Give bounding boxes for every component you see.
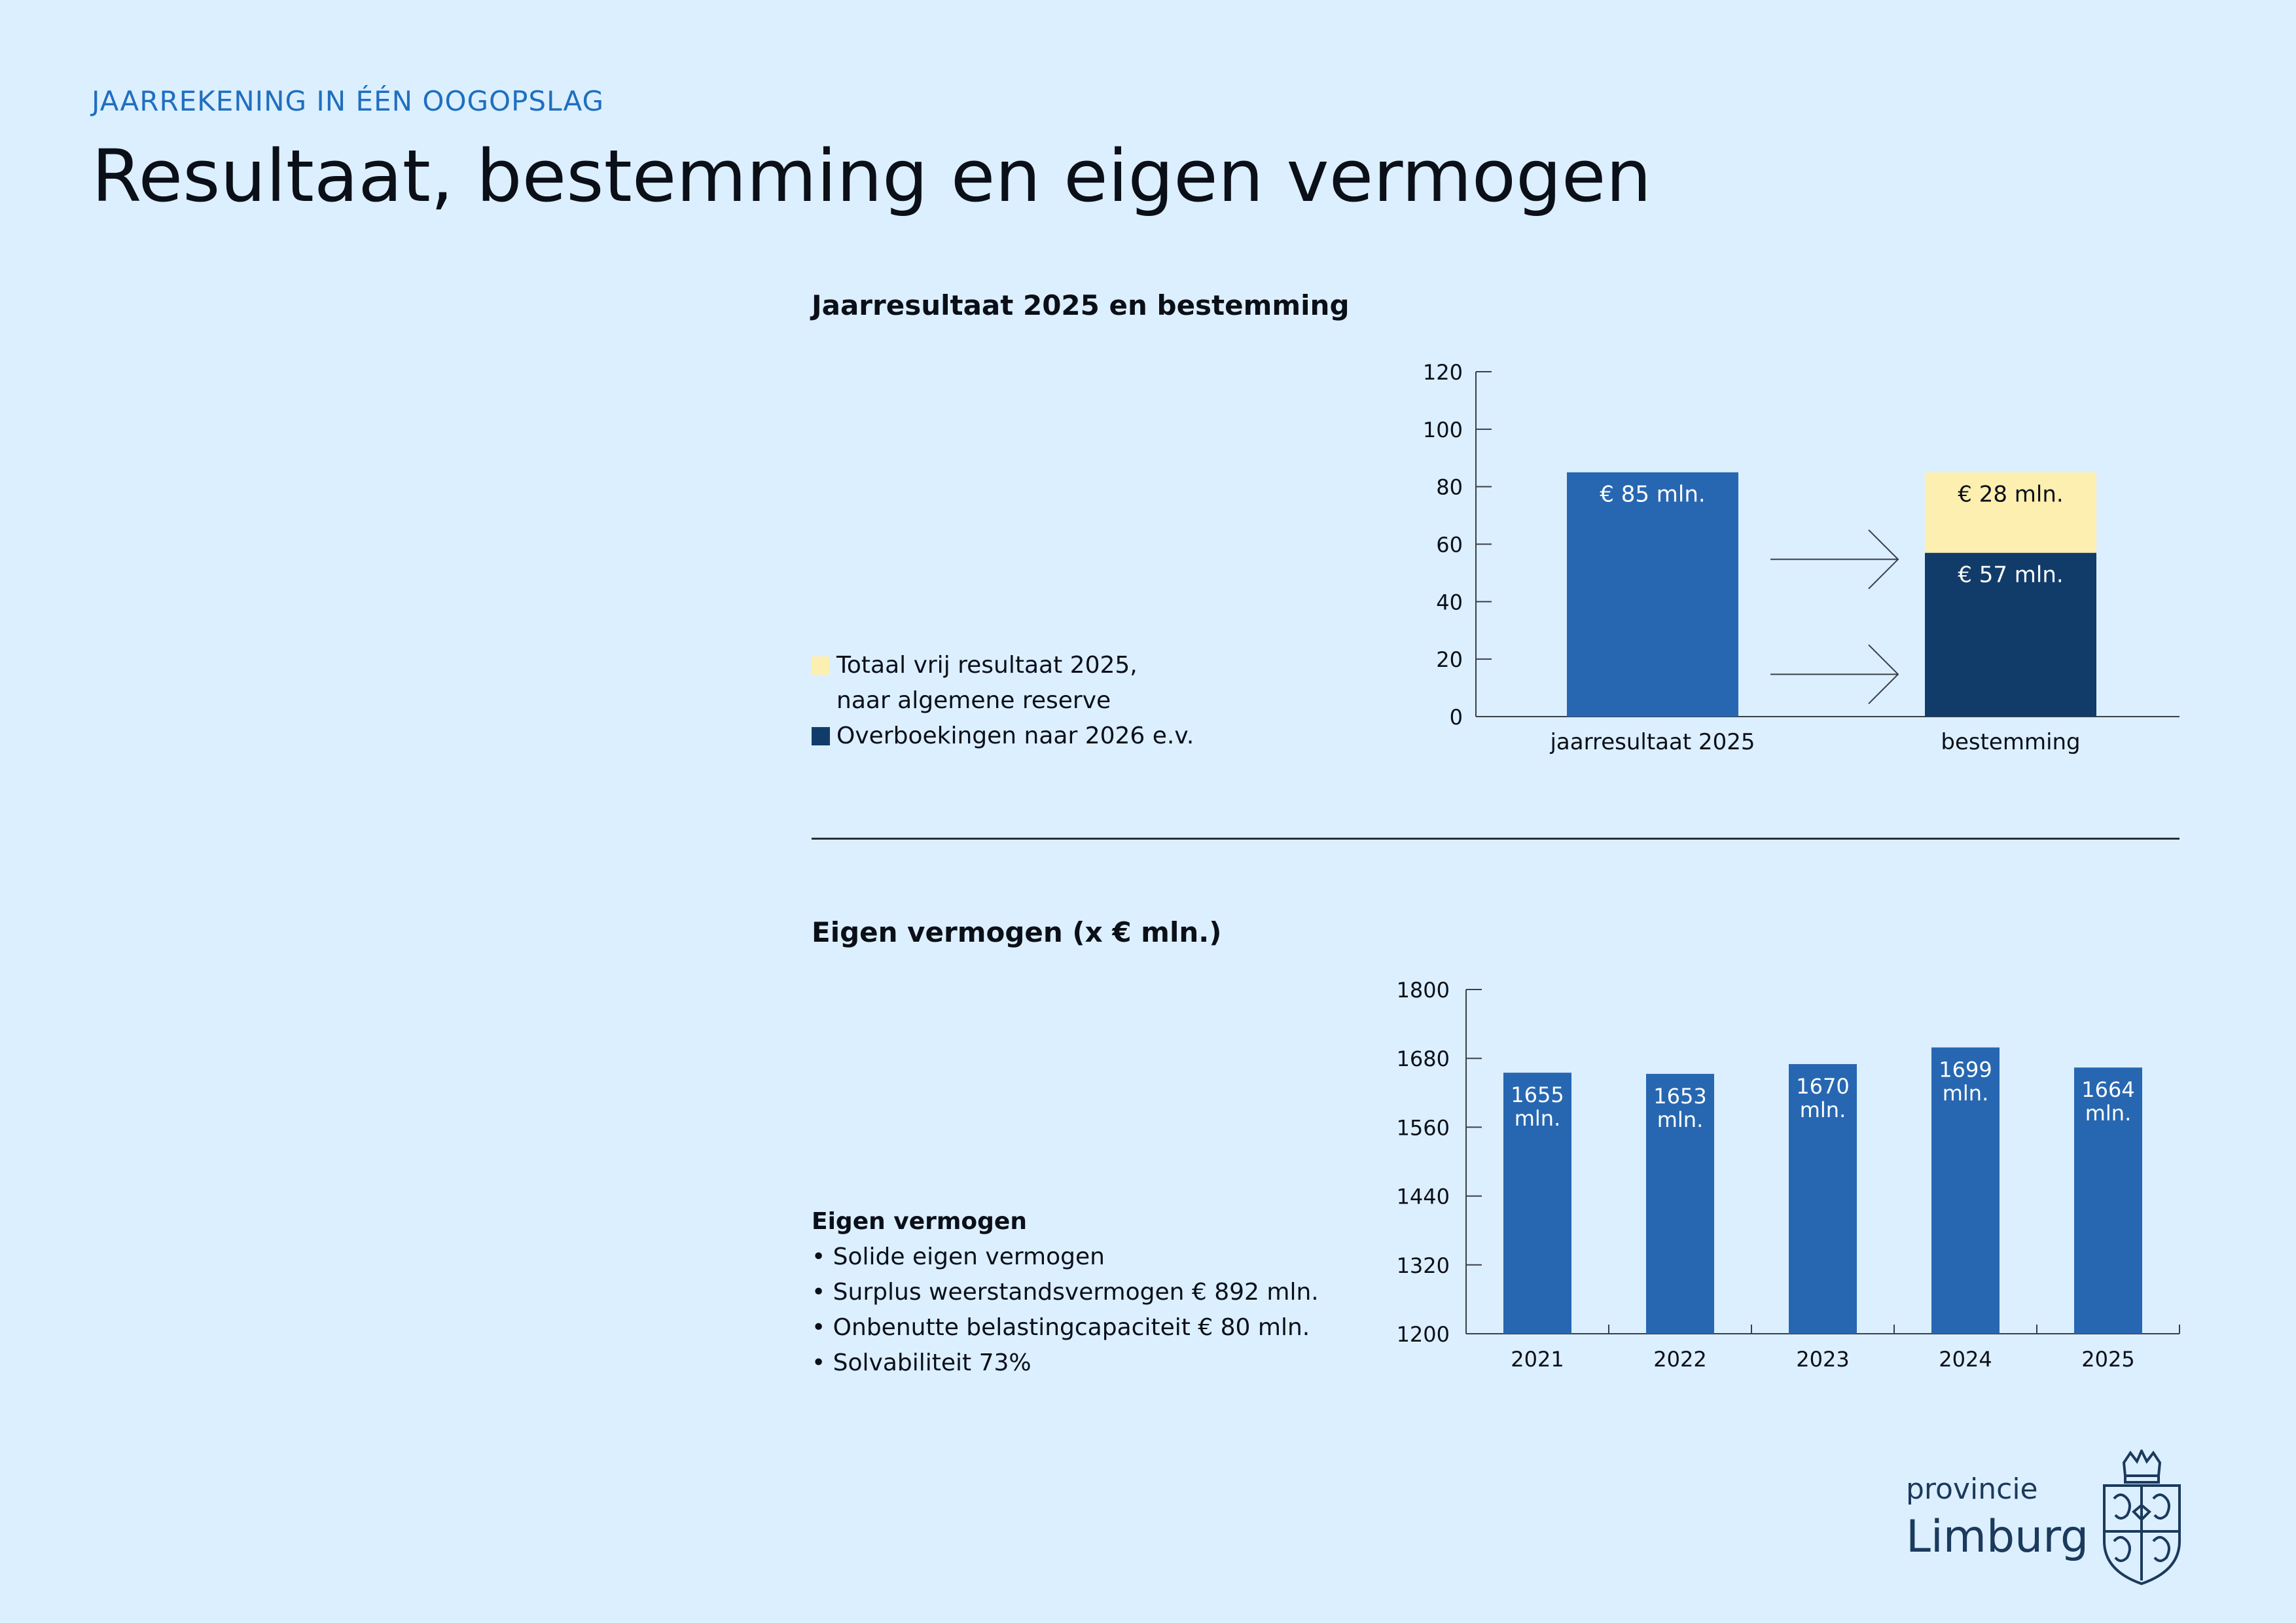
bar-value-label: 1653: [1653, 1084, 1706, 1109]
bar-segment: [1567, 472, 1738, 717]
note-item: • Solide eigen vermogen: [812, 1243, 1105, 1270]
bar-value-label: mln.: [1515, 1106, 1561, 1131]
bar-value-label: mln.: [2085, 1101, 2132, 1126]
y-tick-label: 20: [1436, 647, 1463, 672]
bar: [1789, 1063, 1857, 1334]
bar: [1646, 1073, 1714, 1334]
x-tick-label: jaarresultaat 2025: [1549, 729, 1755, 755]
legend-label: Overboekingen naar 2026 e.v.: [836, 722, 1194, 749]
bar-value-label: 1664: [2081, 1077, 2134, 1102]
y-tick-label: 1800: [1397, 978, 1450, 1003]
page-title: Resultaat, bestemming en eigen vermogen: [92, 134, 1652, 218]
bar-value-label: 1655: [1511, 1082, 1564, 1107]
chart2-title: Eigen vermogen (x € mln.): [812, 916, 1222, 948]
logo-line2: Limburg: [1906, 1511, 2089, 1563]
legend-item-overboekingen: Overboekingen naar 2026 e.v.: [812, 719, 1194, 754]
bar-value-label: mln.: [1800, 1097, 1846, 1122]
x-tick-label: 2024: [1939, 1347, 1992, 1372]
section-divider: [812, 838, 2179, 840]
legend-label: Totaal vrij resultaat 2025, naar algemen…: [836, 652, 1138, 714]
y-tick-label: 1200: [1397, 1322, 1450, 1347]
bar-segment: [1925, 552, 2096, 717]
bar-value-label: mln.: [1657, 1107, 1704, 1132]
bar-value-label: € 57 mln.: [1958, 562, 2063, 588]
eyebrow-label: JAARREKENING IN ÉÉN OOGOPSLAG: [92, 85, 604, 117]
legend-item-vrij-resultaat: Totaal vrij resultaat 2025, naar algemen…: [812, 648, 1194, 719]
arrow-head: [1868, 644, 1899, 705]
eigen-vermogen-notes: Eigen vermogen • Solide eigen vermogen •…: [812, 1204, 1319, 1381]
chart1-title: Jaarresultaat 2025 en bestemming: [812, 289, 1350, 321]
y-tick-label: 0: [1450, 705, 1463, 730]
x-tick-label: 2023: [1796, 1347, 1849, 1372]
bar: [1503, 1073, 1571, 1334]
note-item: • Solvabiliteit 73%: [812, 1349, 1031, 1376]
legend-swatch-yellow: [812, 656, 830, 675]
x-tick-label: 2022: [1653, 1347, 1706, 1372]
notes-heading: Eigen vermogen: [812, 1208, 1027, 1235]
bar: [2074, 1067, 2142, 1334]
y-tick-label: 1680: [1397, 1046, 1450, 1071]
y-tick-label: 60: [1436, 533, 1463, 558]
y-tick-label: 120: [1423, 360, 1463, 385]
bar-segment: [1925, 472, 2096, 553]
y-tick-label: 1560: [1397, 1115, 1450, 1140]
y-tick-label: 1320: [1397, 1253, 1450, 1278]
note-item: • Onbenutte belastingcapaciteit € 80 mln…: [812, 1314, 1310, 1341]
bar-value-label: 1670: [1796, 1074, 1849, 1099]
bar-value-label: € 85 mln.: [1600, 482, 1705, 508]
chart-jaarresultaat: 0 20 40 60 80 100 120 jaarresultaat 2025 € 85 ml…: [1423, 360, 2179, 755]
legend-swatch-navy: [812, 727, 830, 745]
y-tick-label: 1440: [1397, 1185, 1450, 1209]
note-item: • Surplus weerstandsvermogen € 892 mln.: [812, 1279, 1319, 1306]
provincie-limburg-logo: provincie Limburg: [1906, 1472, 2089, 1563]
x-tick-label: 2021: [1511, 1347, 1564, 1372]
chart1-legend: Totaal vrij resultaat 2025, naar algemen…: [812, 648, 1194, 754]
limburg-crest-icon: [2103, 1450, 2181, 1586]
arrow-head: [1868, 529, 1899, 590]
bar-value-label: mln.: [1943, 1081, 1989, 1106]
y-tick-label: 40: [1436, 590, 1463, 615]
x-tick-label: 2025: [2081, 1347, 2134, 1372]
x-tick-label: bestemming: [1941, 729, 2080, 755]
bar: [1931, 1047, 2000, 1334]
chart-eigen-vermogen: 1200132014401560168018001655mln.20211653…: [1397, 978, 2180, 1372]
y-tick-label: 80: [1436, 475, 1463, 500]
bar-value-label: 1699: [1939, 1058, 1992, 1082]
y-tick-label: 100: [1423, 418, 1463, 442]
bar-value-label: € 28 mln.: [1958, 482, 2063, 508]
logo-line1: provincie: [1906, 1472, 2038, 1506]
